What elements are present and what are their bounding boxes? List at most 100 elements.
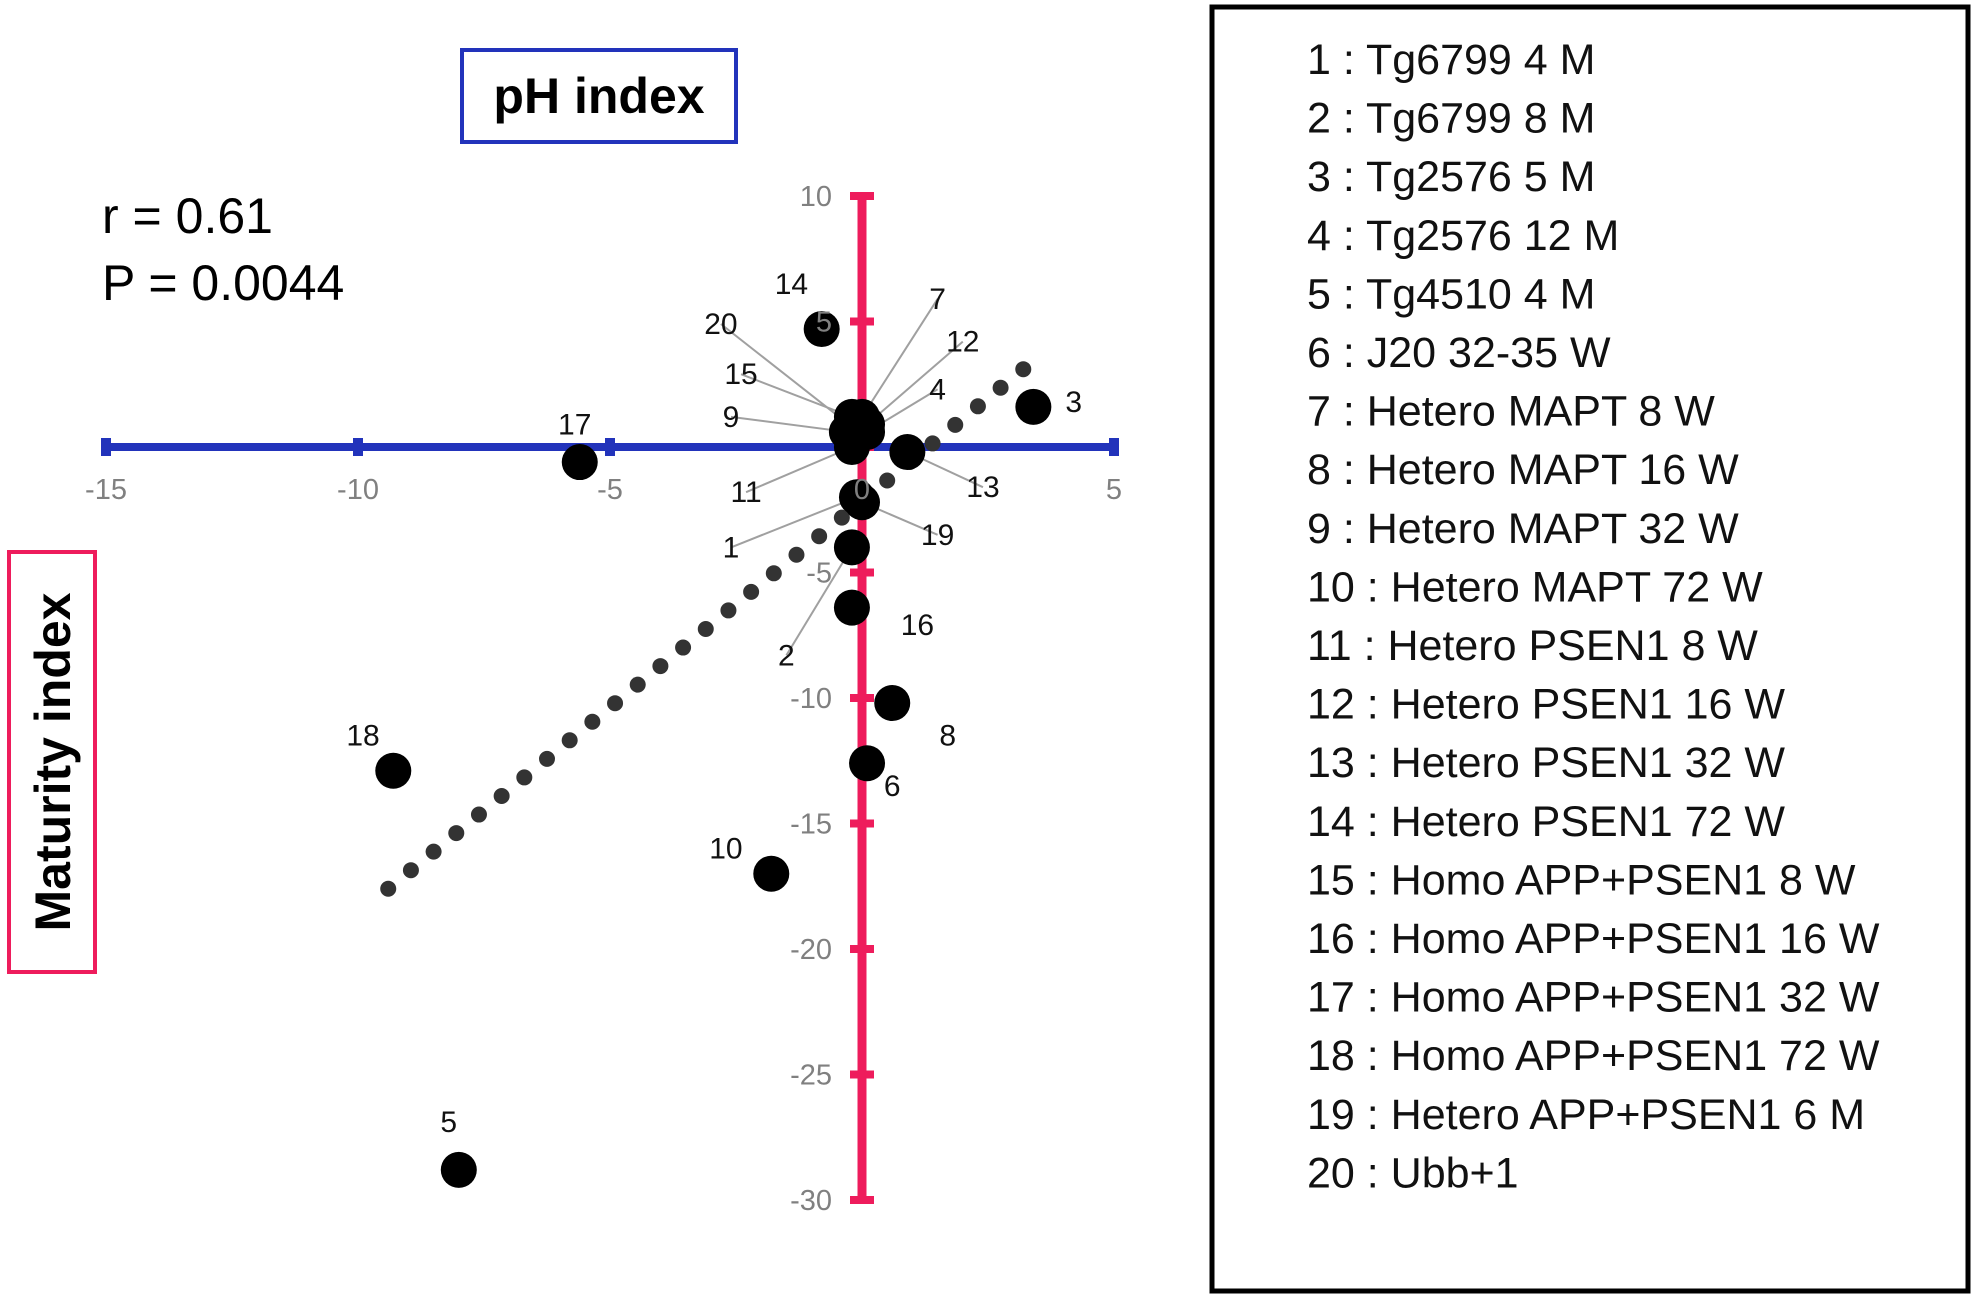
point-label-5: 5 xyxy=(440,1106,457,1139)
trendline-dot xyxy=(607,695,624,712)
legend-entry: 5 : Tg4510 4 M xyxy=(1307,270,1595,318)
legend-entry: 15 : Homo APP+PSEN1 8 W xyxy=(1307,856,1856,904)
leader-line xyxy=(785,546,853,656)
legend-entry: 8 : Hetero MAPT 16 W xyxy=(1307,446,1739,494)
y-tick-mark xyxy=(850,317,874,326)
leader-line xyxy=(730,496,858,549)
legend-entry: 18 : Homo APP+PSEN1 72 W xyxy=(1307,1032,1880,1080)
data-points xyxy=(375,311,1052,1188)
y-tick-mark xyxy=(850,568,874,577)
trendline-dot xyxy=(448,825,465,842)
point-label-11: 11 xyxy=(731,476,762,509)
trendline-dot xyxy=(539,750,555,767)
data-point-16 xyxy=(833,589,870,626)
leader-line xyxy=(861,298,939,418)
tick-labels: -15 -10 -5 0 5 10 5 -5 -10 -15 -20 -25 -30 xyxy=(85,181,1122,1217)
y-tick-label: -30 xyxy=(790,1185,832,1217)
y-tick-mark xyxy=(850,1196,874,1204)
y-tick-mark xyxy=(850,1070,874,1079)
point-label-13: 13 xyxy=(966,471,999,504)
trendline-dot xyxy=(765,565,782,582)
trendline-dot xyxy=(879,472,896,489)
x-tick-mark xyxy=(353,438,363,456)
label-leader-lines xyxy=(720,298,984,656)
legend-entry: 7 : Hetero MAPT 8 W xyxy=(1307,388,1715,436)
point-label-1: 1 xyxy=(723,531,740,564)
legend: 1 : Tg6799 4 M 2 : Tg6799 8 M 3 : Tg2576 5… xyxy=(1307,36,1880,1197)
x-tick-mark xyxy=(101,438,111,456)
y-tick-mark xyxy=(850,694,874,702)
trendline-dot xyxy=(992,379,1009,396)
trendline-dot xyxy=(833,509,850,526)
trendline-dot xyxy=(675,639,692,656)
legend-entry: 1 : Tg6799 4 M xyxy=(1307,36,1595,84)
data-point-2 xyxy=(833,529,870,566)
legend-entry: 14 : Hetero PSEN1 72 W xyxy=(1307,798,1785,846)
point-label-16: 16 xyxy=(901,609,934,642)
point-label-3: 3 xyxy=(1065,386,1082,419)
leader-line xyxy=(745,446,853,494)
x-axis-title-box xyxy=(460,48,738,144)
data-point-13 xyxy=(889,434,926,471)
data-point-5 xyxy=(440,1151,477,1188)
legend-entry: 4 : Tg2576 12 M xyxy=(1307,212,1619,260)
x-tick-mark xyxy=(605,438,615,456)
trendline-dot xyxy=(425,843,442,860)
point-label-17: 17 xyxy=(558,408,591,441)
trendline-dot xyxy=(652,658,669,675)
point-label-6: 6 xyxy=(884,770,901,803)
trendline-dot xyxy=(380,880,397,897)
legend-entry: 2 : Tg6799 8 M xyxy=(1307,95,1595,143)
legend-entry: 10 : Hetero MAPT 72 W xyxy=(1307,563,1763,611)
trendline-dot xyxy=(969,398,986,415)
legend-entry: 13 : Hetero PSEN1 32 W xyxy=(1307,739,1785,787)
x-tick-mark xyxy=(1109,438,1119,456)
y-axis-title: Maturity index xyxy=(25,592,81,931)
y-tick-label: -15 xyxy=(790,809,832,841)
point-label-20: 20 xyxy=(704,308,737,341)
data-point-17 xyxy=(561,444,598,481)
y-tick-label: -20 xyxy=(790,934,832,966)
y-tick-label: -5 xyxy=(806,558,832,590)
legend-entry: 19 : Hetero APP+PSEN1 6 M xyxy=(1307,1091,1865,1139)
trendline-dot xyxy=(629,676,646,693)
legend-entry: 11 : Hetero PSEN1 8 W xyxy=(1307,622,1758,670)
data-point-10 xyxy=(753,855,790,892)
x-tick-label: -15 xyxy=(85,474,127,506)
data-point-6 xyxy=(849,745,886,782)
trendline-dot xyxy=(697,620,714,637)
legend-entry: 16 : Homo APP+PSEN1 16 W xyxy=(1307,915,1880,963)
legend-entry: 6 : J20 32-35 W xyxy=(1307,329,1611,377)
x-tick-label: -10 xyxy=(337,474,379,506)
legend-box xyxy=(1209,4,1971,1294)
x-axis-title: pH index xyxy=(493,68,704,124)
legend-entry: 20 : Ubb+1 xyxy=(1307,1149,1519,1197)
trendline-dot xyxy=(584,713,601,730)
trendline-dot xyxy=(720,602,737,619)
y-tick-label: 5 xyxy=(816,307,832,339)
point-label-4: 4 xyxy=(929,373,946,406)
data-point-18 xyxy=(375,752,412,789)
leader-line xyxy=(730,415,848,433)
data-point-20 xyxy=(833,408,870,445)
point-label-9: 9 xyxy=(723,401,740,434)
legend-entry: 17 : Homo APP+PSEN1 32 W xyxy=(1307,974,1880,1022)
point-label-7: 7 xyxy=(929,283,946,316)
leader-line xyxy=(720,323,853,428)
axes xyxy=(101,192,1119,1204)
trendline-dot xyxy=(1015,361,1032,378)
legend-entry: 12 : Hetero PSEN1 16 W xyxy=(1307,681,1785,729)
trendline-dot xyxy=(743,583,760,600)
y-tick-mark xyxy=(850,945,874,953)
trendline-dot xyxy=(788,546,805,563)
y-tick-label: 10 xyxy=(800,181,832,213)
y-tick-label: -10 xyxy=(790,683,832,715)
point-label-2: 2 xyxy=(778,639,795,672)
leader-line xyxy=(740,373,853,418)
trendline-dot xyxy=(561,732,578,749)
data-point-19 xyxy=(844,484,880,521)
y-axis-title-box xyxy=(7,550,97,974)
trendline-dot xyxy=(470,806,487,823)
